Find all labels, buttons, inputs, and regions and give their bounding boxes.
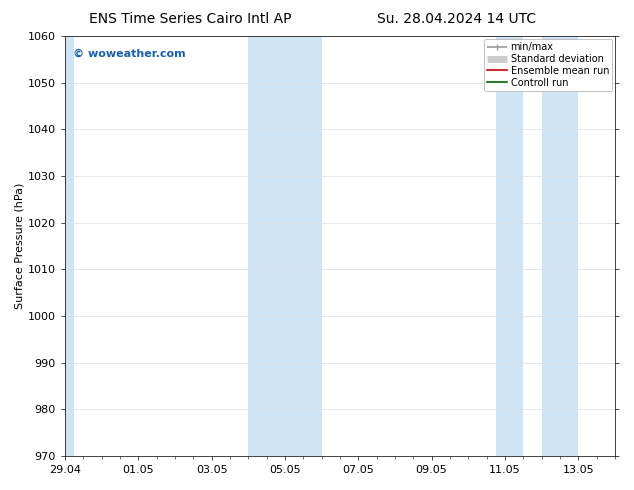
Bar [541,36,578,456]
Bar [496,36,523,456]
Text: © woweather.com: © woweather.com [73,49,186,59]
Y-axis label: Surface Pressure (hPa): Surface Pressure (hPa) [15,183,25,309]
Legend: min/max, Standard deviation, Ensemble mean run, Controll run: min/max, Standard deviation, Ensemble me… [484,39,612,91]
Text: ENS Time Series Cairo Intl AP: ENS Time Series Cairo Intl AP [89,12,292,26]
Bar [65,36,74,456]
Text: Su. 28.04.2024 14 UTC: Su. 28.04.2024 14 UTC [377,12,536,26]
Bar [249,36,321,456]
